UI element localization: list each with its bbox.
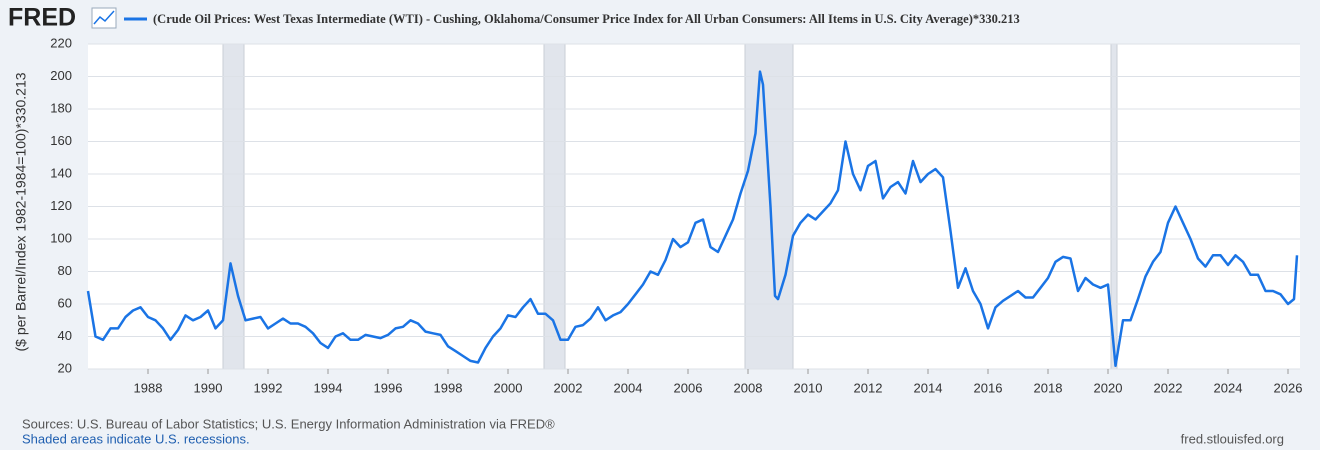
y-tick-label: 160 (50, 133, 72, 148)
y-tick-label: 80 (58, 263, 72, 278)
x-tick-label: 1988 (134, 380, 163, 395)
logo-icon (91, 7, 117, 29)
y-tick-label: 220 (50, 35, 72, 50)
x-tick-label: 2012 (854, 380, 883, 395)
y-tick-label: 40 (58, 328, 72, 343)
legend-label: (Crude Oil Prices: West Texas Intermedia… (153, 12, 1020, 26)
x-tick-label: 1996 (374, 380, 403, 395)
y-tick-label: 200 (50, 68, 72, 83)
recession-note: Shaded areas indicate U.S. recessions. (22, 431, 250, 446)
x-tick-label: 2006 (674, 380, 703, 395)
data-line (86, 70, 1299, 368)
x-tick-label: 2010 (794, 380, 823, 395)
x-tick-label: 1994 (314, 380, 343, 395)
x-tick-label: 1990 (194, 380, 223, 395)
x-tick-label: 1992 (254, 380, 283, 395)
y-tick-label: 180 (50, 100, 72, 115)
x-tick-label: 2004 (614, 380, 643, 395)
logo: FRED (8, 4, 76, 32)
source-url: fred.stlouisfed.org (1181, 431, 1284, 446)
sources: Sources: U.S. Bureau of Labor Statistics… (22, 416, 555, 431)
x-tick-label: 2026 (1274, 380, 1303, 395)
y-tick-label: 140 (50, 165, 72, 180)
y-tick-label: 120 (50, 198, 72, 213)
x-tick-label: 2008 (734, 380, 763, 395)
y-tick-label: 100 (50, 230, 72, 245)
x-tick-label: 2020 (1094, 380, 1123, 395)
y-axis-label: ($ per Barrel/Index 1982-1984=100)*330.2… (13, 72, 29, 351)
x-tick-label: 2016 (974, 380, 1003, 395)
x-tick-label: 2022 (1154, 380, 1183, 395)
x-tick-label: 2024 (1214, 380, 1243, 395)
y-tick-label: 20 (58, 360, 72, 375)
y-tick-label: 60 (58, 295, 72, 310)
x-tick-label: 1998 (434, 380, 463, 395)
x-tick-label: 2000 (494, 380, 523, 395)
x-tick-label: 2018 (1034, 380, 1063, 395)
x-tick-label: 2014 (914, 380, 943, 395)
x-tick-label: 2002 (554, 380, 583, 395)
